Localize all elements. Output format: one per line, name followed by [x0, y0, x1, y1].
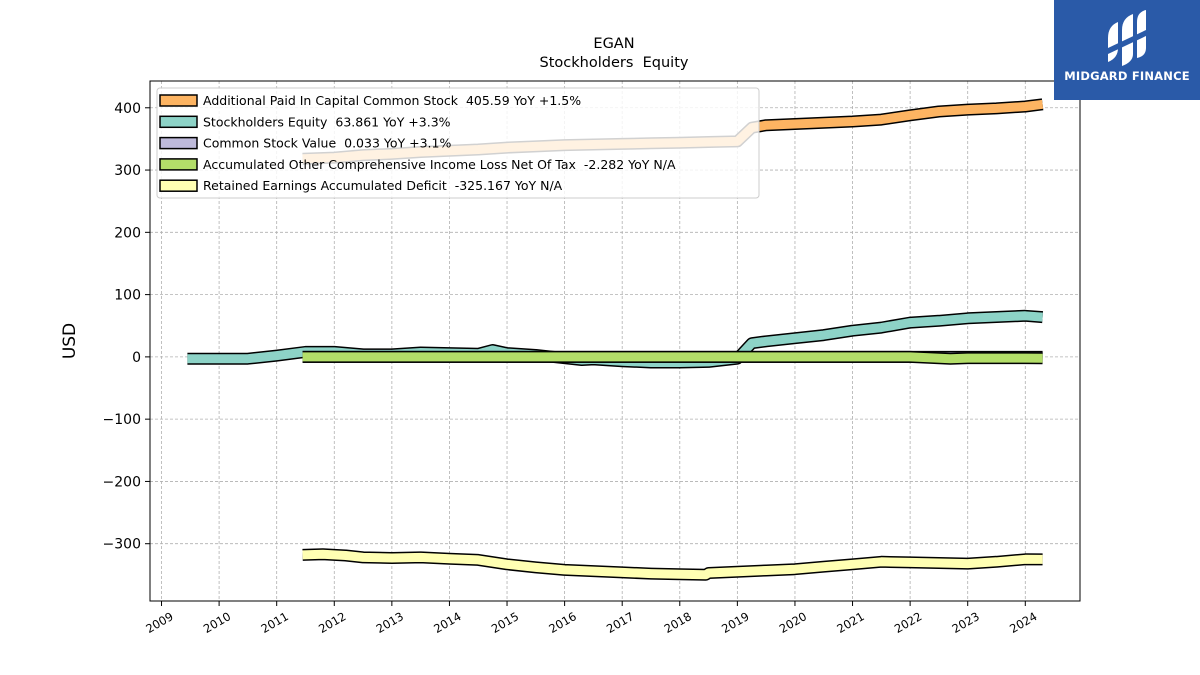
legend-label: Stockholders Equity 63.861 YoY +3.3%	[203, 114, 451, 129]
legend-swatch	[159, 179, 198, 192]
x-tick-label: 2019	[719, 609, 751, 636]
legend-swatch	[159, 158, 198, 171]
x-tick-label: 2014	[431, 609, 463, 636]
x-tick-label: 2013	[374, 609, 406, 636]
series-retained-earnings-accumulated-deficit	[302, 548, 1043, 581]
legend-label: Retained Earnings Accumulated Deficit -3…	[203, 178, 563, 193]
legend-box	[156, 87, 760, 199]
legend-swatch	[159, 94, 198, 107]
chart-title: EGAN	[593, 36, 634, 52]
series-accumulated-other-comprehensive-income-loss-net-of-tax	[302, 350, 1043, 365]
x-tick-label: 2024	[1007, 609, 1039, 636]
x-tick-label: 2009	[143, 609, 175, 636]
legend-label: Accumulated Other Comprehensive Income L…	[203, 157, 676, 172]
x-tick-label: 2020	[777, 609, 809, 636]
x-tick-label: 2016	[546, 609, 578, 636]
x-tick-label: 2017	[604, 609, 636, 636]
x-tick-label: 2012	[316, 609, 348, 636]
x-tick-label: 2010	[201, 609, 233, 636]
plot-frame	[149, 80, 1081, 602]
legend-swatch	[159, 136, 198, 150]
x-axis: 2009 2010 2011 2012 2013 2014 2015 2016 2017 2018…	[143, 601, 1039, 636]
x-tick-label: 2018	[662, 609, 694, 636]
legend-swatch	[159, 115, 198, 129]
logo-text: MIDGARD FINANCE	[1064, 69, 1190, 83]
legend: Additional Paid In Capital Common Stock …	[156, 87, 760, 199]
x-tick-label: 2015	[489, 609, 521, 636]
chart-subtitle: Stockholders Equity	[540, 55, 689, 71]
y-tick-label: 0	[132, 350, 141, 366]
series-line	[302, 549, 1043, 580]
y-tick-label: 200	[114, 225, 141, 241]
y-axis: 400 300 200 100 0 −100 −200 −300	[103, 101, 150, 553]
legend-label: Common Stock Value 0.033 YoY +3.1%	[203, 136, 451, 151]
x-tick-label: 2011	[259, 609, 291, 636]
y-tick-label: −300	[103, 537, 141, 553]
x-tick-label: 2021	[834, 609, 866, 636]
y-tick-label: 400	[114, 101, 141, 117]
x-tick-label: 2023	[950, 609, 982, 636]
y-tick-label: −200	[103, 474, 141, 490]
y-tick-label: 100	[114, 288, 141, 304]
y-tick-label: −100	[103, 412, 141, 428]
y-axis-label: USD	[60, 323, 80, 359]
logo-mark-icon	[1108, 10, 1146, 66]
brand-logo: MIDGARD FINANCE	[1054, 0, 1200, 100]
y-tick-label: 300	[114, 163, 141, 179]
series-line	[302, 352, 1043, 364]
x-tick-label: 2022	[892, 609, 924, 636]
legend-label: Additional Paid In Capital Common Stock …	[203, 93, 581, 108]
